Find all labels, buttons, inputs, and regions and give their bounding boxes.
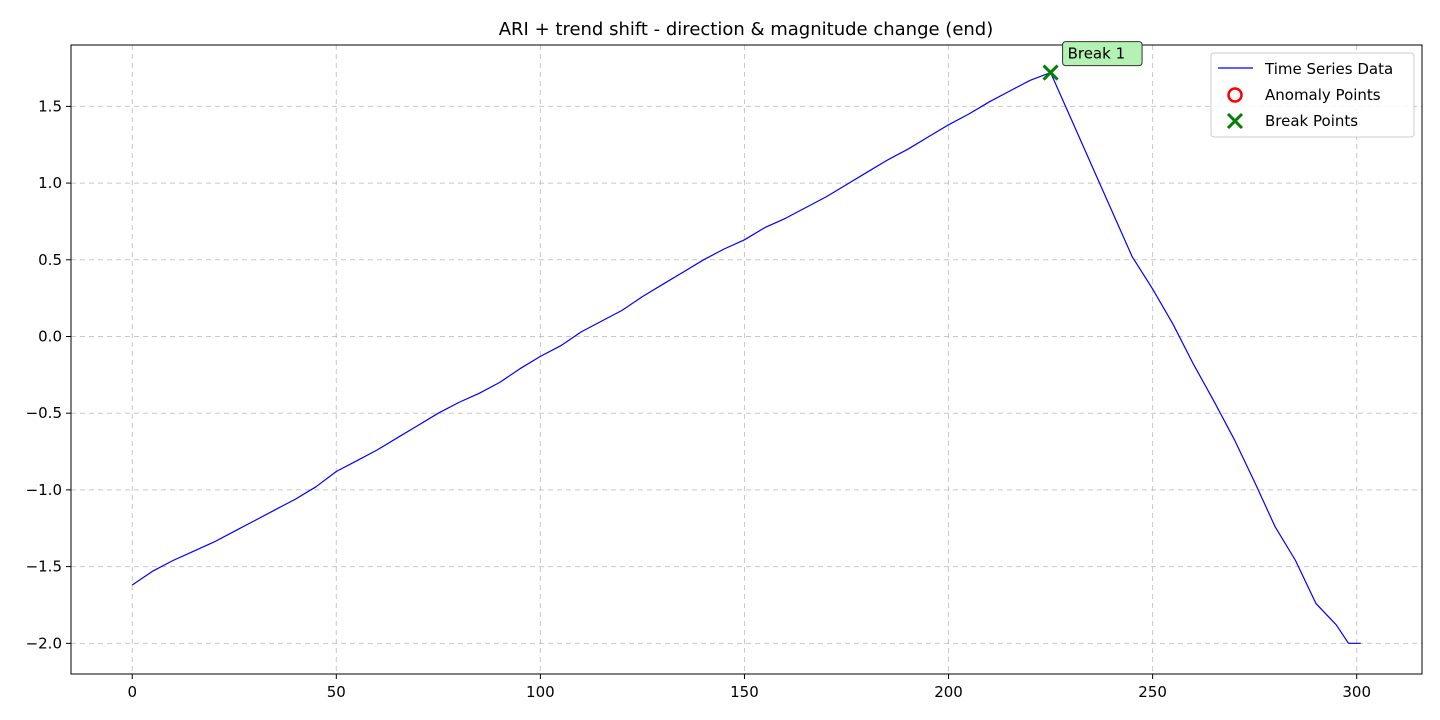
y-tick-label: 0.5 bbox=[38, 251, 62, 269]
legend-label-time-series: Time Series Data bbox=[1264, 60, 1393, 78]
ticks: 0 50 100 150 200 250 300 −2.0 −1.5 −1.0 −0.5 0.0 0.5… bbox=[26, 97, 1371, 701]
y-tick-label: 1.0 bbox=[38, 174, 62, 192]
x-tick-label: 150 bbox=[730, 683, 759, 701]
grid bbox=[71, 45, 1422, 674]
legend-label-anomaly: Anomaly Points bbox=[1265, 86, 1381, 104]
x-tick-label: 0 bbox=[127, 683, 137, 701]
x-tick-label: 200 bbox=[934, 683, 963, 701]
y-tick-label: −1.0 bbox=[26, 481, 62, 499]
legend-box bbox=[1210, 52, 1415, 138]
series-line bbox=[131, 71, 1361, 644]
break-annotation-label: Break 1 bbox=[1068, 45, 1126, 63]
legend-anomaly-marker bbox=[1227, 87, 1243, 103]
marker-layer bbox=[1042, 64, 1059, 81]
legend-break-marker bbox=[1226, 112, 1244, 130]
y-tick-label: −2.0 bbox=[26, 634, 62, 652]
y-tick-label: 0.0 bbox=[38, 327, 62, 345]
plot-frame bbox=[70, 44, 1423, 675]
break-annotation-box bbox=[1062, 41, 1143, 67]
y-tick-label: −0.5 bbox=[26, 404, 62, 422]
series-layer bbox=[131, 71, 1361, 644]
x-tick-label: 100 bbox=[526, 683, 555, 701]
y-tick-label: −1.5 bbox=[26, 558, 62, 576]
annotations: Break 1 bbox=[1062, 41, 1143, 67]
y-tick-label: 1.5 bbox=[38, 97, 62, 115]
x-tick-label: 50 bbox=[327, 683, 346, 701]
legend: Time Series Data Anomaly Points Break Po… bbox=[1210, 52, 1415, 138]
x-tick-label: 250 bbox=[1138, 683, 1167, 701]
chart-title: ARI + trend shift - direction & magnitud… bbox=[499, 19, 994, 40]
legend-label-break: Break Points bbox=[1265, 112, 1358, 130]
break-point-marker bbox=[1042, 64, 1059, 81]
axes bbox=[70, 44, 1423, 675]
x-tick-label: 300 bbox=[1342, 683, 1371, 701]
